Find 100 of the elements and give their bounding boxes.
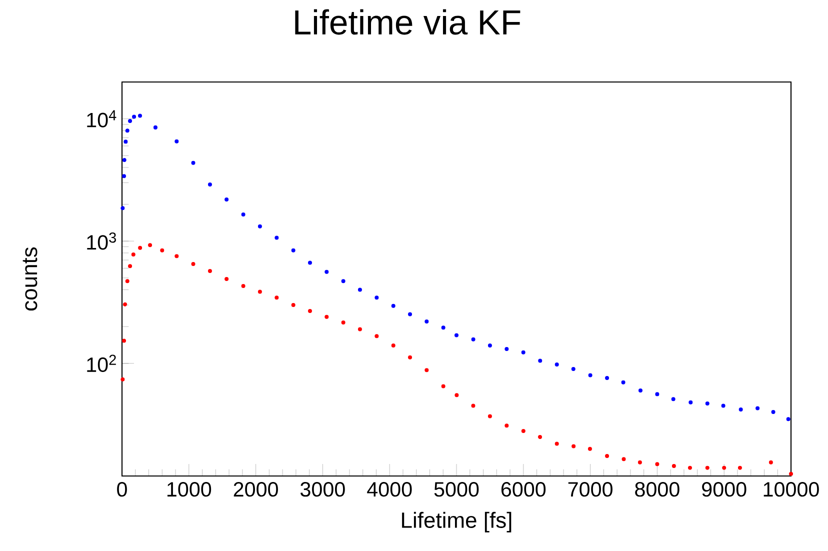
point bbox=[241, 284, 246, 288]
point bbox=[174, 254, 179, 258]
point bbox=[324, 314, 329, 319]
y-tick-label: 10$^{4}$ bbox=[87, 110, 116, 128]
point bbox=[358, 327, 362, 332]
point bbox=[191, 262, 196, 266]
point bbox=[671, 397, 676, 402]
y-axis-title: counts bbox=[22, 247, 38, 310]
x-tick-label: 0 bbox=[117, 482, 127, 497]
point bbox=[128, 264, 132, 268]
point bbox=[688, 466, 692, 470]
point bbox=[120, 206, 125, 210]
point bbox=[258, 290, 262, 294]
point bbox=[738, 407, 743, 412]
point bbox=[174, 139, 179, 144]
point bbox=[138, 114, 142, 118]
point bbox=[341, 279, 346, 284]
point bbox=[655, 462, 660, 466]
x-axis-title: Lifetime [fs] bbox=[402, 512, 512, 532]
x-tick-label: 5000 bbox=[434, 482, 479, 497]
point bbox=[454, 393, 459, 398]
point bbox=[324, 270, 329, 274]
point bbox=[521, 350, 526, 354]
point bbox=[572, 444, 576, 448]
point bbox=[622, 457, 626, 462]
point bbox=[153, 125, 158, 130]
point bbox=[521, 428, 526, 433]
point bbox=[274, 296, 279, 300]
point bbox=[208, 182, 212, 187]
point bbox=[705, 466, 710, 470]
point bbox=[441, 384, 446, 388]
point bbox=[408, 312, 412, 316]
point bbox=[538, 358, 542, 363]
point bbox=[722, 466, 726, 470]
x-tick-label: 4000 bbox=[367, 482, 412, 497]
point bbox=[688, 400, 693, 404]
point bbox=[771, 410, 776, 414]
point bbox=[504, 424, 509, 428]
point bbox=[488, 344, 492, 348]
point bbox=[721, 404, 726, 408]
point bbox=[738, 466, 742, 470]
point bbox=[441, 326, 446, 330]
x-tick-label: 6000 bbox=[501, 482, 546, 497]
point bbox=[191, 160, 196, 165]
point bbox=[358, 288, 362, 292]
point bbox=[341, 320, 346, 324]
point bbox=[424, 320, 429, 324]
point bbox=[408, 355, 412, 360]
x-tick-label: 9000 bbox=[702, 482, 746, 497]
point bbox=[224, 197, 229, 202]
point bbox=[124, 140, 128, 144]
point bbox=[148, 243, 152, 248]
point bbox=[291, 303, 296, 308]
point bbox=[391, 344, 396, 348]
point bbox=[554, 442, 559, 446]
point bbox=[374, 296, 379, 300]
point bbox=[554, 362, 559, 366]
point bbox=[504, 347, 509, 352]
point bbox=[208, 269, 212, 274]
point bbox=[308, 260, 312, 265]
y-tick-label: 10$^{2}$ bbox=[87, 354, 116, 372]
x-tick-label: 8000 bbox=[635, 482, 680, 497]
x-tick-label: 3000 bbox=[300, 482, 345, 497]
point bbox=[131, 252, 136, 256]
point bbox=[705, 401, 710, 406]
point bbox=[789, 472, 794, 476]
point bbox=[258, 224, 262, 228]
point bbox=[471, 337, 476, 342]
point bbox=[638, 388, 642, 393]
point bbox=[128, 118, 132, 123]
point bbox=[538, 435, 542, 440]
point bbox=[160, 248, 164, 252]
point bbox=[122, 338, 126, 343]
point bbox=[424, 368, 429, 372]
point bbox=[391, 304, 396, 308]
point bbox=[471, 404, 476, 408]
point bbox=[125, 128, 130, 133]
point bbox=[132, 114, 136, 119]
point bbox=[308, 309, 312, 314]
point bbox=[605, 376, 610, 380]
point bbox=[138, 246, 142, 250]
point bbox=[224, 276, 229, 281]
point bbox=[672, 464, 676, 468]
x-tick-label: 10000 bbox=[764, 482, 819, 497]
point bbox=[605, 454, 610, 458]
point bbox=[291, 248, 296, 252]
point bbox=[768, 460, 773, 464]
y-tick-label: 10$^{3}$ bbox=[87, 232, 116, 250]
x-tick-label: 2000 bbox=[234, 482, 278, 497]
point bbox=[655, 392, 660, 396]
point bbox=[786, 417, 790, 422]
point bbox=[454, 333, 459, 338]
point bbox=[123, 302, 128, 306]
point bbox=[588, 373, 592, 378]
point bbox=[756, 406, 760, 410]
point bbox=[125, 279, 130, 284]
point bbox=[274, 236, 279, 240]
x-tick-label: 7000 bbox=[568, 482, 612, 497]
point bbox=[241, 212, 246, 217]
point bbox=[571, 366, 576, 371]
